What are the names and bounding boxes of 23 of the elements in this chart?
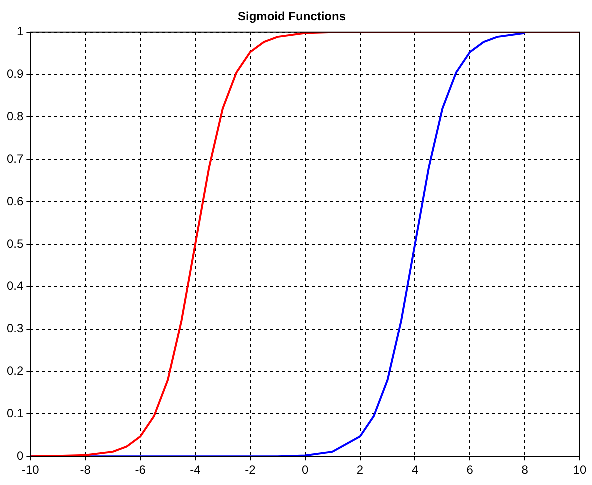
y-tick-label: 1 xyxy=(16,24,24,39)
y-tick-label: 0.9 xyxy=(6,67,24,82)
y-tick-label: 0 xyxy=(16,448,24,463)
x-tick-label: 0 xyxy=(302,463,309,478)
y-tick-label: 0.4 xyxy=(6,279,24,294)
x-tick-label: 4 xyxy=(412,463,419,478)
y-tick-label: 0.8 xyxy=(6,110,24,124)
y-tick-label: 0.6 xyxy=(6,194,24,208)
x-tick-label: 6 xyxy=(466,463,474,478)
x-tick-label: 10 xyxy=(573,463,587,478)
x-tick-label: 8 xyxy=(522,463,529,478)
x-tick-label: -10 xyxy=(22,463,40,478)
x-tick-label: -6 xyxy=(135,463,146,478)
y-tick-label: 0.3 xyxy=(6,322,24,336)
y-tick-label: 0.7 xyxy=(6,152,24,166)
chart-title: Sigmoid Functions xyxy=(238,10,346,24)
x-tick-label: -8 xyxy=(80,463,92,478)
x-tick-label: 2 xyxy=(356,463,364,478)
x-tick-label: -4 xyxy=(190,463,202,478)
y-tick-label: 0.1 xyxy=(6,406,24,420)
y-tick-label: 0.2 xyxy=(6,364,24,378)
y-tick-label: 0.5 xyxy=(6,236,24,251)
x-tick-label: -2 xyxy=(245,463,256,478)
